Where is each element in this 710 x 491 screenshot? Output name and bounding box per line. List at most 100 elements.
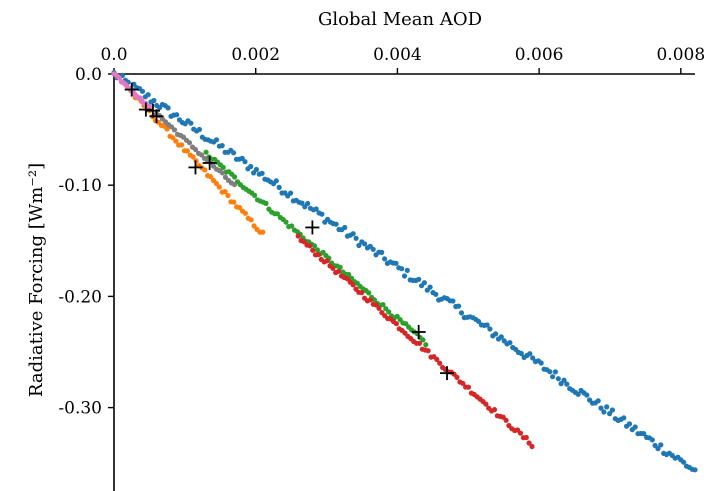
data-point [649,437,655,443]
y-tick-label: 0.0 [75,65,102,85]
data-point [598,405,604,411]
data-point [655,446,661,452]
data-point [595,398,601,404]
data-point [526,440,532,446]
data-point [401,273,408,279]
data-point [641,431,647,437]
plus-marker [202,155,217,170]
data-point [336,268,342,274]
data-point [145,92,151,98]
data-point [575,391,581,397]
data-point [171,127,178,133]
data-point [139,88,146,94]
data-point [584,392,590,398]
data-point [289,223,295,229]
data-point [242,159,248,165]
data-point [350,231,356,237]
data-point [350,282,356,288]
data-point [434,356,440,362]
data-point [609,407,616,413]
data-point [231,181,238,188]
data-point [232,174,238,180]
x-tick-label: 0.008 [656,45,705,65]
data-point [307,243,313,249]
y-tick-label: -0.20 [58,287,102,307]
x-tick-label: 0.002 [231,45,280,65]
data-point [491,407,498,413]
data-point [295,233,301,239]
data-point [342,224,348,231]
data-point [164,126,170,132]
data-point [222,189,228,195]
data-point [558,381,564,387]
data-point [248,217,254,223]
data-point [460,380,466,386]
data-point [237,205,243,211]
data-point [288,190,294,196]
data-point [601,409,607,415]
data-point [399,266,405,272]
data-point [420,337,426,343]
plus-marker [124,82,139,97]
data-point [260,229,266,235]
data-point [196,126,202,133]
data-point [523,434,529,441]
data-point [186,140,193,146]
data-point [530,355,536,361]
data-point [437,360,443,366]
data-point [253,166,259,173]
y-tick-label: -0.10 [58,176,102,196]
data-point [353,235,359,241]
data-point [219,143,225,149]
data-point [225,192,231,199]
data-point [151,97,157,104]
data-point [658,442,664,448]
data-point [299,200,305,206]
data-point [503,417,509,423]
data-point [283,219,289,225]
data-point [313,206,319,212]
data-point [382,256,388,262]
data-point [319,211,325,217]
data-point [165,105,171,111]
data-point [386,309,392,315]
data-point [421,280,427,286]
data-point [621,415,627,421]
data-point [263,200,269,206]
data-point [310,247,316,253]
data-point [173,138,179,144]
data-point [450,298,456,304]
data-point [376,305,382,311]
data-point [366,290,372,296]
y-tick-label: -0.30 [58,399,102,419]
data-point [487,326,493,332]
data-point [188,120,194,126]
data-point [465,384,472,390]
data-point [404,267,410,273]
x-axis-title: Global Mean AOD [318,9,482,30]
data-point [324,258,330,264]
data-point [681,459,687,465]
data-point [359,290,365,296]
data-point [547,369,553,375]
data-point [555,376,561,382]
data-point [379,249,385,255]
data-point [213,180,219,187]
data-point [179,142,185,148]
plus-marker [411,324,426,339]
data-point [333,221,339,227]
data-point [416,340,423,346]
data-point [203,149,209,155]
data-point [216,184,222,190]
data-point [427,284,433,290]
plus-marker [138,102,153,117]
data-point [370,246,376,252]
x-tick-label: 0.006 [515,45,564,65]
data-point [219,170,226,176]
y-axis-title: Radiative Forcing [Wm⁻²] [26,163,47,397]
plus-marker [305,220,320,235]
axis-ticks: 0.0 0.002 0.004 0.006 0.008 0.0 -0.10 -0.20 -0.3… [58,45,705,419]
data-point [454,374,460,380]
